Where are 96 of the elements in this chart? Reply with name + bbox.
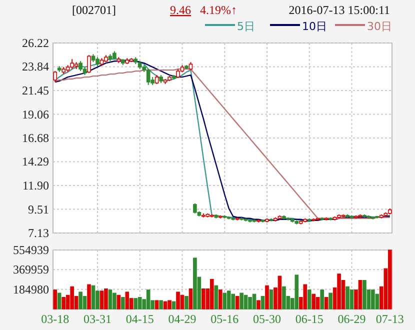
bar [375, 294, 380, 310]
bar [260, 296, 265, 310]
bar [202, 288, 206, 310]
bar [328, 292, 332, 310]
bar [188, 288, 193, 310]
bar [91, 285, 96, 310]
text: 2016-07-13 15:00:11 [288, 3, 390, 17]
bar [278, 276, 282, 310]
bar [358, 280, 362, 310]
y-tick-label: 19.06 [22, 107, 49, 122]
candlestick [87, 54, 91, 74]
x-tick-label: 05-30 [252, 312, 281, 326]
legend: 10日 [270, 20, 327, 33]
text: 9.46 [170, 3, 191, 17]
bar [252, 294, 256, 310]
y-tick-label: 7.13 [28, 226, 49, 240]
bar [248, 297, 252, 310]
bar [265, 285, 269, 310]
bar [307, 290, 312, 310]
bar [112, 292, 116, 310]
bar [104, 288, 108, 310]
bar [87, 284, 91, 310]
legend-label: 5日 [237, 20, 255, 33]
bar [346, 286, 350, 310]
bar [108, 290, 112, 310]
text: [002701] [72, 3, 116, 17]
x-tick-label: 03-31 [83, 312, 112, 326]
bar [320, 290, 324, 310]
bar [244, 294, 248, 310]
bar [324, 297, 328, 310]
x-tick-label: 04-15 [126, 312, 154, 326]
candlestick [70, 58, 74, 70]
candlestick [78, 60, 82, 72]
bar [362, 280, 366, 310]
bar [222, 292, 227, 310]
bar [138, 297, 142, 310]
bar [316, 297, 320, 310]
bar [388, 250, 392, 310]
bar [134, 298, 138, 310]
bar [121, 297, 125, 310]
x-tick-label: 05-16 [210, 312, 239, 326]
y-tick-label: 11.90 [22, 178, 49, 193]
bar [193, 258, 197, 310]
bar [214, 285, 218, 310]
y-tick-label: 9.51 [28, 202, 49, 216]
bar [218, 290, 222, 310]
bar [146, 290, 150, 310]
legend: 30日 [335, 20, 392, 33]
bar [312, 294, 316, 310]
bar [168, 300, 172, 310]
candlestick [193, 202, 197, 214]
bar [256, 300, 260, 310]
x-tick-label: 06-29 [338, 312, 366, 326]
legend-label: 10日 [302, 20, 327, 33]
bar [57, 292, 62, 310]
legend-label: 30日 [367, 20, 392, 33]
bar [303, 284, 308, 310]
y-tick-label: 23.84 [22, 60, 49, 74]
y-tick-label: 554939 [13, 243, 49, 257]
bar [163, 301, 168, 310]
candlestick [146, 68, 150, 86]
y-tick-label: 184980 [13, 282, 49, 296]
bar [226, 290, 231, 310]
bar [125, 292, 130, 310]
x-tick-label: 07-13 [376, 312, 404, 326]
bar [240, 292, 244, 310]
y-tick-label: 369959 [13, 262, 49, 277]
y-tick-label: 14.29 [22, 154, 49, 169]
bar [176, 292, 180, 310]
bar [269, 290, 274, 310]
bar [70, 286, 74, 310]
bar [337, 274, 341, 310]
x-tick-label: 06-15 [295, 312, 324, 326]
bar [180, 294, 184, 310]
bar [78, 292, 82, 310]
bar [235, 296, 240, 310]
y-tick-label: 16.68 [22, 130, 49, 145]
y-tick-label: 26.22 [22, 36, 49, 50]
bar [116, 294, 121, 310]
legend: 5日 [205, 20, 255, 33]
x-tick-label: 03-18 [41, 312, 70, 326]
bar [172, 301, 176, 310]
bar [184, 296, 188, 310]
text: 4.19%↑ [200, 3, 237, 17]
bar [100, 290, 104, 310]
bar [371, 290, 375, 310]
bar [154, 300, 159, 310]
x-tick-label: 04-29 [168, 312, 196, 326]
bar [294, 274, 299, 310]
y-tick-label: 21.45 [22, 83, 49, 98]
bar [82, 296, 87, 310]
bar [350, 290, 354, 310]
bar [282, 286, 286, 310]
bar [53, 290, 58, 310]
bar [231, 294, 235, 310]
bar [159, 300, 163, 310]
